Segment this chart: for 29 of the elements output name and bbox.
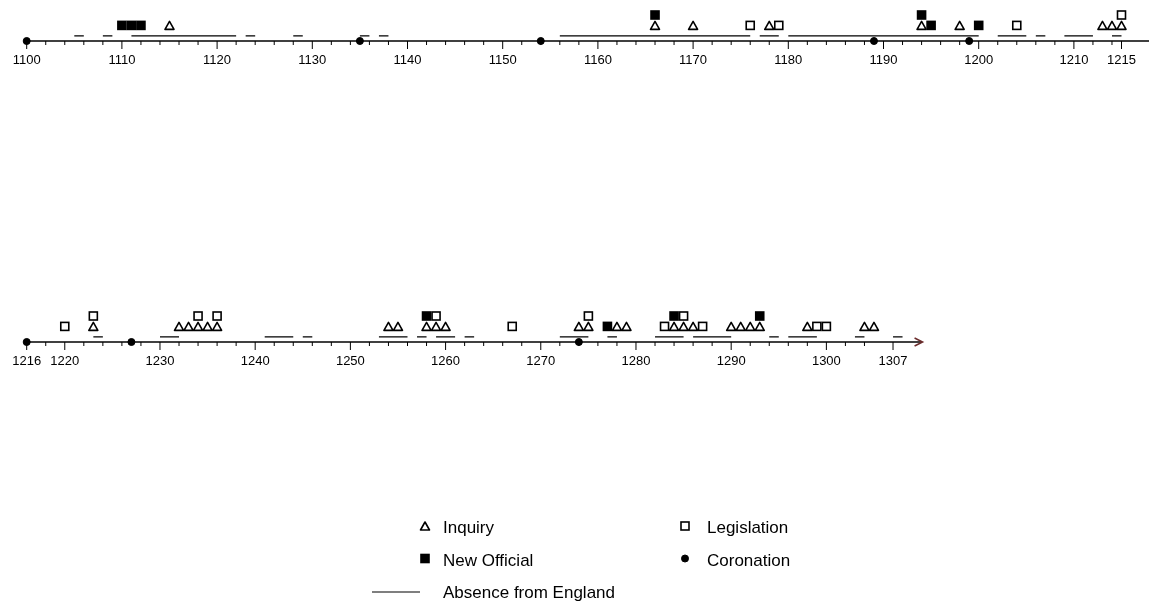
x-tick-label: 1290 bbox=[716, 353, 746, 368]
x-tick-label: 1280 bbox=[621, 353, 651, 368]
x-tick-label: 1216 bbox=[12, 353, 42, 368]
legend-label: Legislation bbox=[707, 518, 789, 537]
x-tick-label: 1240 bbox=[240, 353, 270, 368]
x-tick-label: 1200 bbox=[964, 52, 994, 67]
x-tick-label: 1300 bbox=[811, 353, 841, 368]
x-tick-label: 1100 bbox=[12, 52, 41, 67]
x-tick-label: 1215 bbox=[1107, 52, 1136, 67]
x-tick-label: 1250 bbox=[335, 353, 365, 368]
x-tick-label: 1230 bbox=[145, 353, 175, 368]
x-tick-label: 1120 bbox=[203, 52, 232, 67]
x-tick-label: 1270 bbox=[526, 353, 556, 368]
x-tick-label: 1220 bbox=[50, 353, 80, 368]
x-tick-label: 1160 bbox=[583, 52, 612, 67]
x-tick-label: 1170 bbox=[679, 52, 708, 67]
x-tick-label: 1210 bbox=[1059, 52, 1089, 67]
x-tick-label: 1180 bbox=[774, 52, 803, 67]
x-tick-label: 1140 bbox=[393, 52, 422, 67]
x-tick-label: 1190 bbox=[869, 52, 898, 67]
legend-label: New Official bbox=[443, 550, 534, 570]
x-tick-label: 1307 bbox=[878, 353, 908, 368]
x-tick-label: 1150 bbox=[488, 52, 517, 67]
legend-label: Inquiry bbox=[443, 518, 495, 537]
legend-label: Coronation bbox=[707, 550, 791, 570]
x-tick-label: 1110 bbox=[108, 52, 136, 67]
legend-label: Absence from England bbox=[443, 583, 615, 601]
x-tick-label: 1260 bbox=[431, 353, 461, 368]
x-tick-label: 1130 bbox=[298, 52, 327, 67]
